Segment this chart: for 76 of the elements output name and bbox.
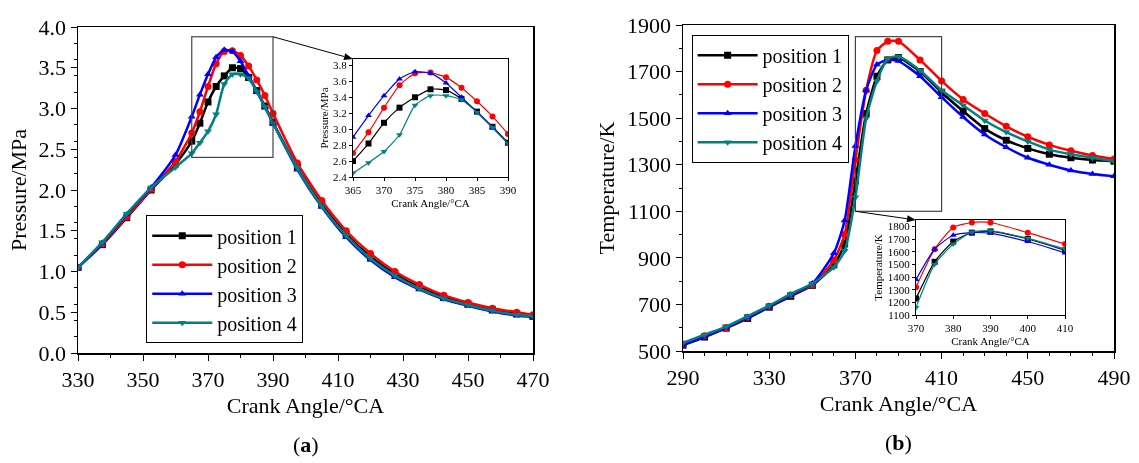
x-axis-title: Crank Angle/°CA bbox=[951, 335, 1030, 348]
legend-label: position 4 bbox=[217, 312, 297, 336]
x-tick-label: 410 bbox=[1056, 322, 1074, 335]
x-tick-label: 350 bbox=[126, 366, 160, 392]
y-tick-label: 0.5 bbox=[38, 299, 67, 325]
x-tick-label: 430 bbox=[386, 366, 420, 392]
y-tick-label: 1900 bbox=[627, 12, 672, 38]
legend-label: position 3 bbox=[762, 103, 843, 127]
text: (b) bbox=[885, 430, 912, 455]
y-axis-title: Temperature/K bbox=[872, 234, 885, 301]
legend-label: position 1 bbox=[217, 225, 297, 249]
legend-label: position 1 bbox=[762, 45, 843, 69]
y-tick-label: 4.0 bbox=[38, 14, 67, 40]
x-tick-label: 370 bbox=[375, 184, 393, 197]
x-tick-label: 470 bbox=[516, 366, 550, 392]
x-tick-label: 410 bbox=[321, 366, 355, 392]
x-tick-label: 330 bbox=[61, 366, 95, 392]
x-tick-label: 390 bbox=[982, 322, 1000, 335]
y-tick-label: 1800 bbox=[887, 220, 911, 233]
x-tick-label: 450 bbox=[451, 366, 485, 392]
y-tick-label: 3.4 bbox=[333, 91, 348, 104]
x-tick-label: 365 bbox=[344, 184, 362, 197]
x-axis-title: Crank Angle/°CA bbox=[391, 197, 470, 210]
y-tick-label: 2.6 bbox=[333, 154, 348, 167]
y-tick-label: 1700 bbox=[887, 232, 911, 245]
y-axis-title: Pressure/MPa bbox=[317, 87, 330, 149]
y-tick-label: 1500 bbox=[627, 105, 672, 131]
x-tick-label: 390 bbox=[256, 366, 290, 392]
x-tick-label: 450 bbox=[1011, 364, 1045, 390]
legend-label: position 2 bbox=[217, 254, 297, 278]
y-tick-label: 1300 bbox=[627, 152, 672, 178]
y-tick-label: 1300 bbox=[887, 283, 911, 296]
x-axis-title: Crank Angle/°CA bbox=[819, 390, 978, 416]
y-tick-label: 2.4 bbox=[333, 170, 348, 183]
y-tick-label: 3.2 bbox=[333, 107, 347, 120]
x-tick-label: 375 bbox=[406, 184, 424, 197]
x-tick-label: 330 bbox=[752, 364, 786, 390]
y-tick-label: 1100 bbox=[627, 198, 672, 224]
x-tick-label: 380 bbox=[437, 184, 455, 197]
x-tick-label: 370 bbox=[191, 366, 225, 392]
x-tick-label: 370 bbox=[907, 322, 925, 335]
y-tick-label: 3.8 bbox=[333, 59, 348, 72]
y-tick-label: 0.0 bbox=[38, 340, 67, 366]
y-tick-label: 3.6 bbox=[333, 75, 348, 88]
y-tick-label: 700 bbox=[638, 292, 672, 318]
x-tick-label: 410 bbox=[925, 364, 959, 390]
legend-label: position 4 bbox=[762, 132, 843, 156]
x-tick-label: 385 bbox=[468, 184, 486, 197]
x-tick-label: 390 bbox=[499, 184, 517, 197]
y-tick-label: 3.5 bbox=[38, 55, 67, 81]
y-tick-label: 1100 bbox=[888, 308, 911, 321]
x-axis-title: Crank Angle/°CA bbox=[226, 392, 385, 418]
y-tick-label: 500 bbox=[638, 338, 672, 364]
y-axis-title: Temperature/K bbox=[594, 121, 620, 255]
y-tick-label: 1600 bbox=[887, 245, 911, 258]
y-axis-title: Pressure/MPa bbox=[5, 128, 31, 252]
x-tick-label: 370 bbox=[838, 364, 872, 390]
legend-label: position 2 bbox=[762, 74, 843, 98]
legend-label: position 3 bbox=[217, 283, 297, 307]
x-tick-label: 400 bbox=[1019, 322, 1037, 335]
y-tick-label: 1.5 bbox=[38, 218, 67, 244]
y-tick-label: 900 bbox=[638, 245, 672, 271]
y-tick-label: 3.0 bbox=[333, 123, 348, 136]
y-tick-label: 1200 bbox=[887, 296, 911, 309]
x-tick-label: 290 bbox=[666, 364, 700, 390]
y-tick-label: 2.0 bbox=[38, 177, 67, 203]
text: (a) bbox=[293, 432, 319, 457]
y-tick-label: 1700 bbox=[627, 59, 672, 85]
x-tick-label: 380 bbox=[945, 322, 962, 335]
x-tick-label: 490 bbox=[1097, 364, 1131, 390]
y-tick-label: 2.8 bbox=[333, 138, 348, 151]
y-tick-label: 1500 bbox=[887, 258, 911, 271]
y-tick-label: 2.5 bbox=[38, 136, 67, 162]
y-tick-label: 1400 bbox=[887, 270, 911, 283]
y-tick-label: 3.0 bbox=[38, 96, 67, 122]
y-tick-label: 1.0 bbox=[38, 259, 67, 285]
